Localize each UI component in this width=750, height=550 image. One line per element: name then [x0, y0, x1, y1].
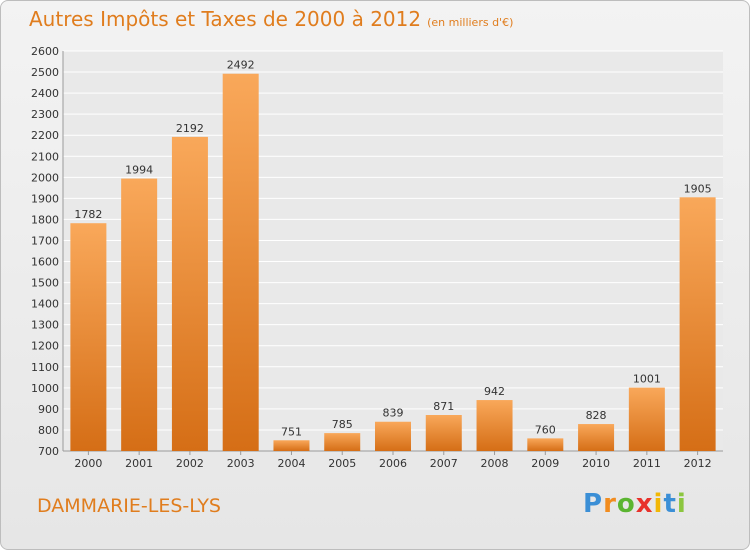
y-tick-label: 1200 — [31, 340, 59, 353]
data-label: 1905 — [684, 182, 712, 195]
x-tick-label: 2002 — [176, 457, 204, 470]
y-tick-label: 1700 — [31, 234, 59, 247]
chart-unit: (en milliers d'€) — [427, 16, 514, 29]
data-label: 871 — [433, 400, 454, 413]
y-tick-label: 900 — [38, 403, 59, 416]
chart-title: Autres Impôts et Taxes de 2000 à 2012 (en… — [29, 7, 513, 31]
data-label: 2192 — [176, 122, 204, 135]
x-tick-label: 2003 — [227, 457, 255, 470]
y-tick-label: 1100 — [31, 361, 59, 374]
logo-letter: P — [583, 489, 604, 519]
x-tick-label: 2000 — [74, 457, 102, 470]
y-tick-label: 1600 — [31, 256, 59, 269]
logo-letter: t — [663, 489, 677, 519]
y-tick-label: 2600 — [31, 45, 59, 58]
data-label: 785 — [332, 418, 353, 431]
x-tick-label: 2009 — [531, 457, 559, 470]
bar — [121, 178, 158, 451]
x-tick-label: 2007 — [430, 457, 458, 470]
logo-letter: r — [603, 489, 617, 519]
x-tick-label: 2012 — [684, 457, 712, 470]
x-tick-label: 2006 — [379, 457, 407, 470]
x-tick-label: 2004 — [277, 457, 305, 470]
bar — [425, 415, 462, 451]
bar — [375, 421, 411, 451]
x-tick-label: 2008 — [481, 457, 509, 470]
x-tick-label: 2010 — [582, 457, 610, 470]
plot-area — [63, 51, 723, 451]
logo-letter: i — [653, 489, 664, 519]
y-tick-label: 2300 — [31, 108, 59, 121]
bar — [527, 438, 564, 451]
data-label: 760 — [535, 423, 556, 436]
logo-letter: o — [616, 489, 636, 519]
y-tick-label: 1300 — [31, 319, 59, 332]
data-label: 828 — [586, 409, 607, 422]
logo-letter: i — [676, 489, 687, 519]
y-tick-label: 1900 — [31, 192, 59, 205]
logo-letter: x — [635, 489, 654, 519]
bar — [324, 433, 361, 451]
data-label: 751 — [281, 425, 302, 438]
y-tick-label: 1000 — [31, 382, 59, 395]
x-tick-label: 2005 — [328, 457, 356, 470]
y-tick-label: 2500 — [31, 66, 59, 79]
bar — [628, 387, 665, 451]
city-name: DAMMARIE-LES-LYS — [37, 495, 221, 517]
bar — [476, 400, 513, 451]
data-label: 1001 — [633, 373, 661, 386]
y-tick-label: 2400 — [31, 87, 59, 100]
bar — [679, 197, 716, 451]
y-tick-label: 700 — [38, 445, 59, 458]
y-tick-label: 1800 — [31, 213, 59, 226]
bar — [273, 440, 310, 451]
y-tick-label: 2200 — [31, 129, 59, 142]
bar — [171, 136, 208, 452]
chart-title-text: Autres Impôts et Taxes de 2000 à 2012 — [29, 7, 422, 31]
proxiti-logo: Proxiti — [583, 489, 687, 519]
y-tick-label: 1400 — [31, 298, 59, 311]
data-label: 1782 — [74, 208, 102, 221]
x-tick-label: 2001 — [125, 457, 153, 470]
x-tick-label: 2011 — [633, 457, 661, 470]
y-tick-label: 2000 — [31, 171, 59, 184]
data-label: 1994 — [125, 164, 153, 177]
bar — [222, 73, 259, 451]
data-label: 839 — [383, 407, 404, 420]
bar — [578, 424, 615, 451]
y-tick-label: 800 — [38, 424, 59, 437]
data-label: 942 — [484, 385, 505, 398]
y-tick-label: 2100 — [31, 150, 59, 163]
y-tick-label: 1500 — [31, 277, 59, 290]
data-label: 2492 — [227, 59, 255, 72]
bar — [70, 223, 107, 451]
